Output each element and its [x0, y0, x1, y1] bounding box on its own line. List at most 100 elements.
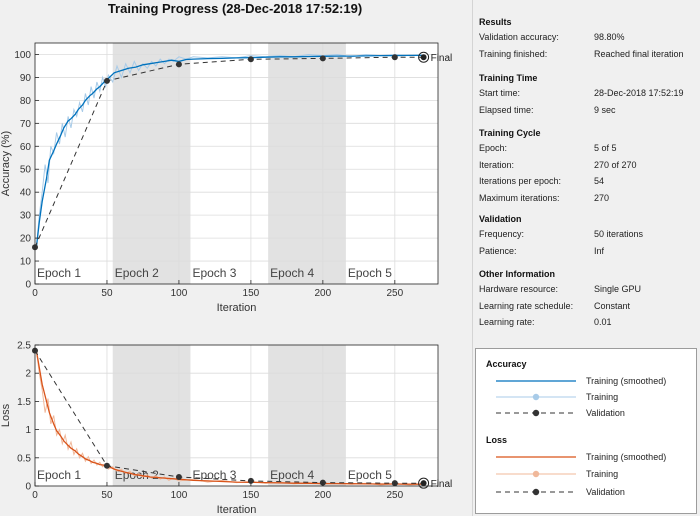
validation-point [391, 54, 398, 61]
info-row: Maximum iterations: 270 [479, 190, 699, 207]
epoch-label: Epoch 4 [270, 468, 314, 482]
legend-marker-icon [496, 470, 576, 478]
y-axis-label: Loss [0, 403, 12, 427]
tick-label-y: 60 [20, 142, 32, 153]
info-row: Patience: Inf [479, 243, 699, 260]
tick-label-y: 2.5 [17, 341, 31, 352]
info-value: 28-Dec-2018 17:52:19 [594, 88, 684, 98]
tick-label-x: 100 [171, 490, 188, 501]
info-value: 50 iterations [594, 229, 644, 239]
tick-label-y: 20 [20, 234, 32, 245]
info-label: Learning rate schedule: [479, 300, 574, 311]
validation-point [319, 55, 326, 62]
tick-label-y: 40 [20, 188, 32, 199]
info-label: Training finished: [479, 48, 548, 59]
tick-label-y: 50 [20, 165, 32, 176]
info-value: 0.01 [594, 317, 612, 327]
info-label: Iterations per epoch: [479, 176, 562, 186]
final-marker-dot [421, 480, 427, 486]
tick-label-y: 0.5 [17, 453, 31, 464]
epoch-shade [268, 345, 346, 486]
info-value: 9 sec [594, 104, 616, 115]
tick-label-x: 150 [243, 490, 260, 501]
info-row: Elapsed time: 9 sec [479, 102, 699, 119]
training-time-title: Training Time [479, 73, 538, 83]
tick-label-x: 0 [32, 288, 38, 299]
legend-loss-validation: Validation [496, 485, 692, 499]
accuracy-chart: Epoch 1 Epoch 2 Epoch 3 Epoch 4 Epoch 5 Final… [0, 42, 453, 314]
info-row: Iterations per epoch: 54 [479, 173, 699, 190]
x-axis-label: Iteration [217, 302, 257, 314]
results-title: Results [479, 17, 512, 27]
info-row: Hardware resource: Single GPU [479, 281, 699, 298]
validation-point [175, 61, 182, 68]
epoch-label: Epoch 5 [348, 266, 392, 280]
results-section: Results Validation accuracy: 98.80% Trai… [479, 15, 699, 62]
tick-label-x: 200 [315, 490, 332, 501]
validation-point [247, 477, 254, 484]
info-value: 270 [594, 192, 610, 203]
tick-label-x: 100 [171, 288, 188, 299]
charts-area: Epoch 1 Epoch 2 Epoch 3 Epoch 4 Epoch 5 Final… [0, 42, 453, 516]
x-axis-label: Iteration [217, 504, 257, 516]
info-row: Training finished: Reached final iterati… [479, 46, 699, 63]
tick-label-y: 0 [25, 280, 31, 291]
legend-label: Training [586, 469, 619, 479]
validation-point [103, 462, 110, 469]
legend-loss-training: Training [496, 467, 692, 481]
legend-loss-title: Loss [486, 435, 508, 445]
tick-label-y: 30 [20, 211, 32, 222]
info-row: Validation accuracy: 98.80% [479, 29, 699, 46]
legend-label: Training (smoothed) [586, 452, 667, 462]
legend-dashed-marker-icon [496, 488, 576, 496]
epoch-label: Epoch 1 [37, 468, 81, 482]
epoch-label: Epoch 3 [192, 468, 236, 482]
final-label: Final [431, 479, 453, 490]
tick-label-y: 1.5 [17, 397, 31, 408]
tick-label-y: 90 [20, 73, 32, 84]
final-label: Final [431, 53, 453, 64]
plot-frame [34, 42, 439, 285]
validation-point [175, 473, 182, 480]
tick-label-y: 80 [20, 96, 32, 107]
tick-label-y: 0 [25, 482, 31, 493]
info-value: 98.80% [594, 32, 625, 42]
validation-point [103, 77, 110, 84]
final-marker-dot [421, 54, 427, 60]
info-value: 5 of 5 [594, 143, 617, 153]
training-cycle-section: Training Cycle Epoch: 5 of 5 Iteration: … [479, 126, 699, 206]
legend-label: Validation [586, 408, 625, 418]
info-row: Iteration: 270 of 270 [479, 157, 699, 174]
window-title: Training Progress (28-Dec-2018 17:52:19) [107, 1, 363, 16]
info-value: Constant [594, 300, 631, 311]
epoch-shade [112, 345, 191, 486]
tick-label-y: 10 [20, 257, 32, 268]
epoch-label: Epoch 5 [348, 468, 392, 482]
other-information-title: Other Information [479, 269, 555, 279]
info-row: Learning rate schedule: Constant [479, 298, 699, 315]
legend-label: Training (smoothed) [586, 376, 667, 386]
tick-label-x: 200 [315, 288, 332, 299]
legend-accuracy-title: Accuracy [486, 359, 527, 369]
validation-section: Validation Frequency: 50 iterations Pati… [479, 212, 699, 259]
info-row: Learning rate: 0.01 [479, 314, 699, 331]
validation-point [247, 56, 254, 63]
epoch-label: Epoch 3 [192, 266, 236, 280]
tick-label-x: 250 [386, 490, 403, 501]
training-time-section: Training Time Start time: 28-Dec-2018 17… [479, 71, 699, 118]
epoch-label: Epoch 2 [115, 266, 159, 280]
plot-background [35, 345, 438, 486]
tick-label-x: 150 [243, 288, 260, 299]
info-label: Validation accuracy: [479, 32, 559, 42]
final-marker-ring [418, 51, 430, 63]
legend-accuracy-validation: Validation [496, 406, 692, 420]
info-label: Frequency: [479, 229, 525, 239]
info-row: Frequency: 50 iterations [479, 226, 699, 243]
info-label: Elapsed time: [479, 104, 534, 115]
epoch-label: Epoch 1 [37, 266, 81, 280]
info-value: 270 of 270 [594, 159, 637, 170]
info-label: Iteration: [479, 159, 515, 170]
legend-label: Validation [586, 487, 625, 497]
training-smoothed-line [35, 54, 424, 248]
legend-line-icon [496, 456, 576, 458]
